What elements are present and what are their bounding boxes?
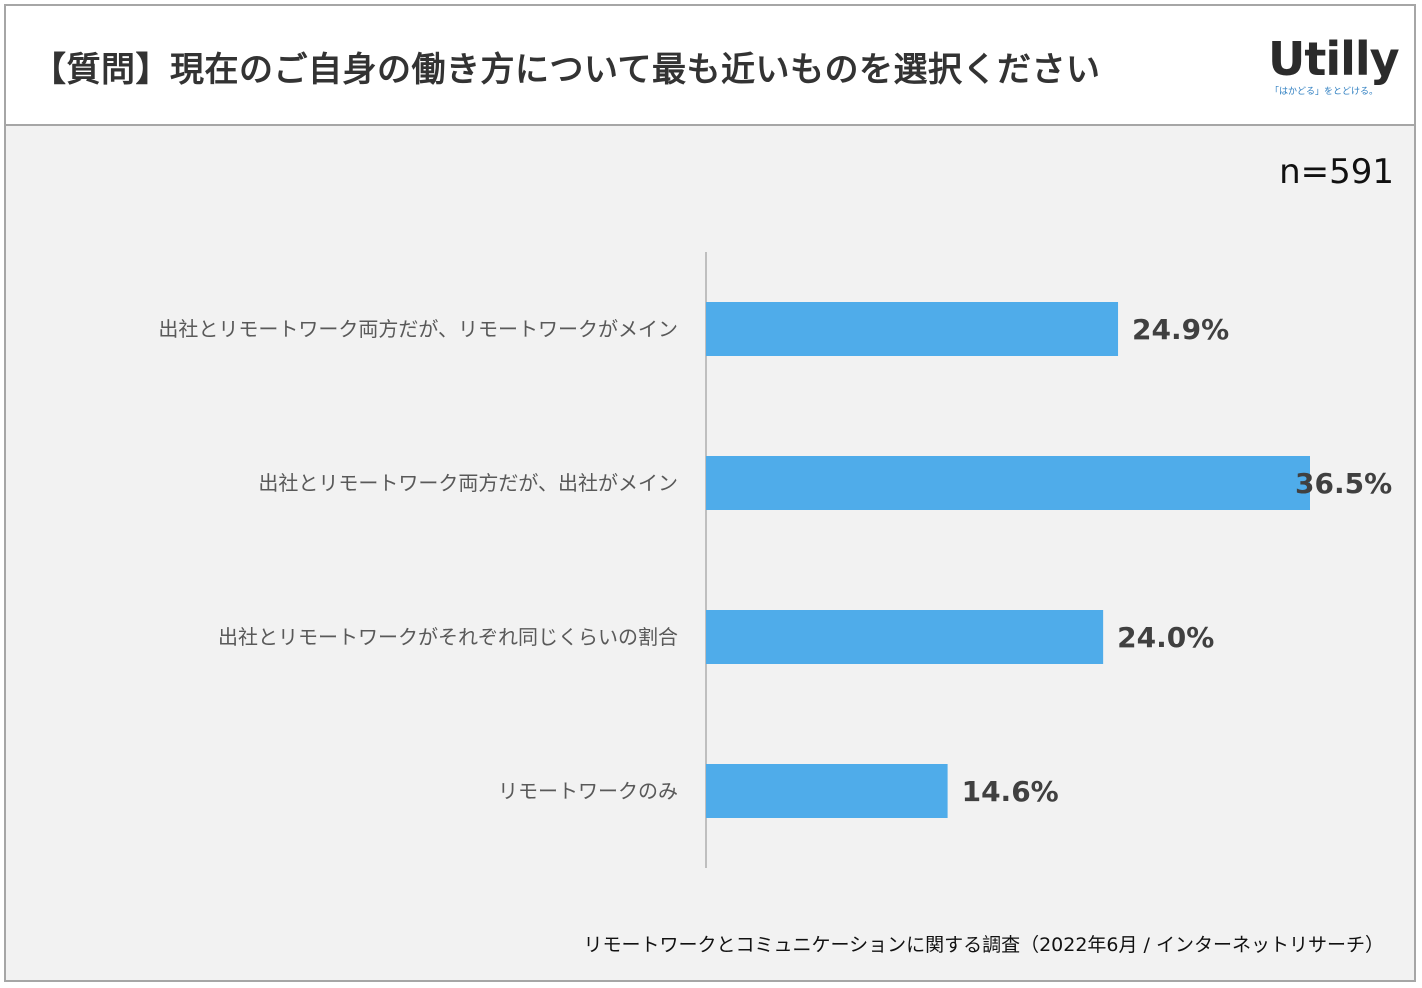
- data-label-1: 24.9%: [1132, 313, 1229, 346]
- source-note: リモートワークとコミュニケーションに関する調査（2022年6月 / インターネッ…: [583, 934, 1384, 956]
- header: 【質問】現在のご自身の働き方について最も近いものを選択ください Utilly 「…: [6, 6, 1414, 126]
- logo-wordmark: Utilly: [1268, 32, 1400, 86]
- bar-1: [706, 302, 1119, 356]
- category-label-3: 出社とリモートワークがそれぞれ同じくらいの割合: [218, 625, 678, 649]
- data-label-4: 14.6%: [962, 775, 1059, 808]
- bar-4: [706, 764, 948, 818]
- category-label-1: 出社とリモートワーク両方だが、リモートワークがメイン: [158, 317, 678, 341]
- category-label-4: リモートワークのみ: [498, 779, 678, 803]
- bar-2: [706, 456, 1310, 510]
- category-label-2: 出社とリモートワーク両方だが、出社がメイン: [258, 471, 678, 495]
- sample-size-label: n=591: [1279, 152, 1394, 192]
- data-label-2: 36.5%: [1295, 467, 1392, 500]
- page-title: 【質問】現在のご自身の働き方について最も近いものを選択ください: [32, 50, 1101, 90]
- logo-tagline: 「はかどる」をとどける。: [1270, 87, 1379, 97]
- data-label-3: 24.0%: [1117, 621, 1214, 654]
- utilly-logo: Utilly 「はかどる」をとどける。: [1268, 34, 1400, 104]
- bar-3: [706, 610, 1104, 664]
